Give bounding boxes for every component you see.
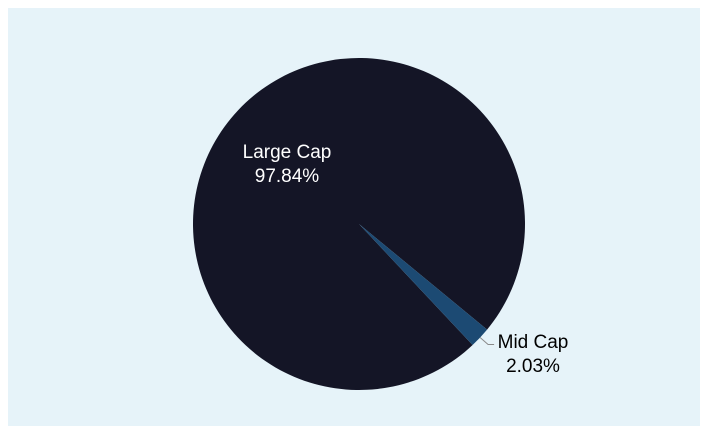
label-mid-cap-name: Mid Cap [498,332,569,353]
label-mid-cap-value: 2.03% [506,356,560,377]
chart-area: Large Cap 97.84% Mid Cap 2.03% [8,8,700,426]
pie-chart: Large Cap 97.84% Mid Cap 2.03% [193,57,569,390]
pie-slice-mid-cap [359,224,488,346]
label-large-cap-value: 97.84% [255,166,320,187]
mid-cap-leader-line [479,337,495,346]
label-large-cap-name: Large Cap [243,142,332,163]
